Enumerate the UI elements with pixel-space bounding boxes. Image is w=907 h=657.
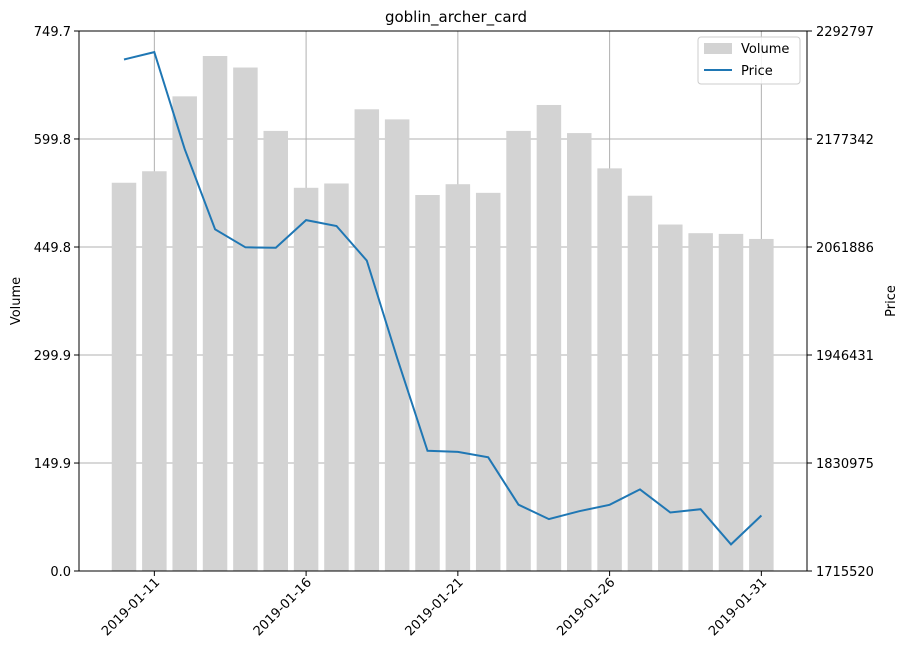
- y-left-tick-label: 299.9: [34, 349, 71, 364]
- legend: Volume Price: [697, 36, 801, 85]
- y-right-tick-label: 1830975: [816, 457, 874, 472]
- y-left-tick-label: 149.9: [34, 457, 71, 472]
- volume-bar: [567, 133, 592, 571]
- x-tick-label: 2019-01-16: [251, 575, 315, 639]
- y-right-axis-label: Price: [884, 285, 899, 317]
- volume-bar: [749, 238, 774, 571]
- y-right-tick-label: 2177342: [816, 133, 874, 148]
- volume-bar: [354, 109, 380, 571]
- volume-bar: [536, 104, 562, 572]
- volume-bar: [506, 130, 531, 571]
- volume-bars: [111, 55, 774, 572]
- y-left-tick-label: 749.7: [34, 25, 71, 40]
- plot-frame: [78, 30, 808, 572]
- volume-bar: [324, 183, 349, 572]
- volume-bar: [293, 187, 319, 572]
- volume-bar: [142, 171, 167, 571]
- y-left-axis: 0.0 149.9 299.9 449.8 599.8 749.7: [34, 25, 79, 580]
- x-tick-label: 2019-01-21: [403, 575, 467, 639]
- x-tick-label: 2019-01-11: [99, 575, 163, 639]
- volume-bar: [445, 184, 471, 572]
- volume-bar: [658, 224, 683, 571]
- volume-bar: [627, 195, 653, 571]
- x-tick-label: 2019-01-26: [554, 575, 618, 639]
- volume-bar: [111, 182, 137, 571]
- y-right-tick-label: 2061886: [816, 241, 874, 256]
- volume-bar: [688, 233, 713, 571]
- volume-bar: [233, 67, 258, 571]
- price-line: [123, 50, 763, 546]
- y-left-tick-label: 0.0: [50, 565, 71, 580]
- y-right-tick-label: 1946431: [816, 349, 874, 364]
- volume-bar: [384, 119, 410, 572]
- y-right-tick-label: 1715520: [816, 565, 874, 580]
- volume-bar: [718, 233, 744, 572]
- y-left-tick-label: 599.8: [34, 133, 71, 148]
- volume-bar: [597, 168, 622, 571]
- volume-bar: [263, 130, 288, 571]
- chart-title: goblin_archer_card: [385, 8, 527, 27]
- y-right-tick-label: 2292797: [816, 25, 874, 40]
- volume-bar: [415, 195, 440, 572]
- volume-bar: [202, 55, 228, 571]
- y-left-axis-label: Volume: [9, 277, 24, 325]
- y-right-axis: 1715520 1830975 1946431 2061886 2177342 22927…: [807, 25, 874, 580]
- x-axis: 2019-01-11 2019-01-16 2019-01-21 2019-01-26…: [99, 571, 770, 639]
- legend-volume-swatch: [704, 43, 732, 54]
- legend-price-label: Price: [741, 64, 773, 79]
- x-tick-label: 2019-01-31: [706, 575, 770, 639]
- volume-bar: [475, 192, 501, 571]
- legend-volume-label: Volume: [741, 42, 789, 57]
- volume-bar: [172, 96, 197, 571]
- y-left-tick-label: 449.8: [34, 241, 71, 256]
